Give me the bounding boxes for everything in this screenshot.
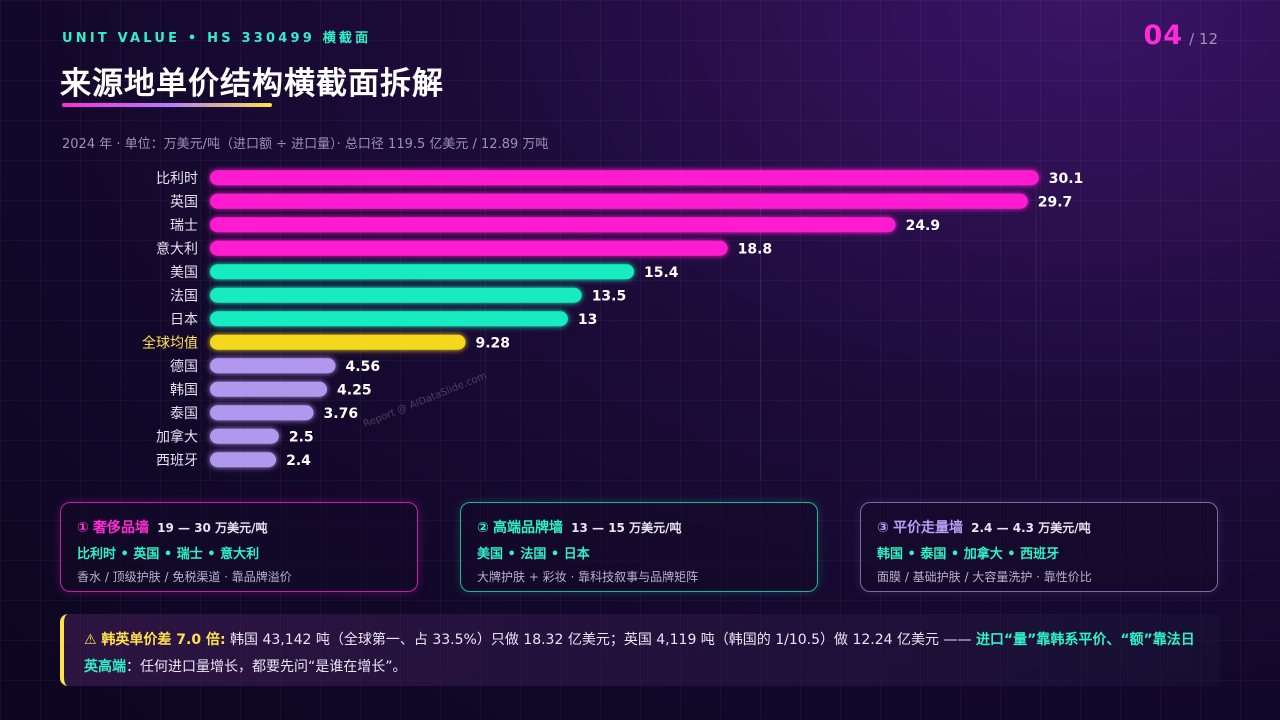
value-label: 4.56 bbox=[346, 359, 381, 375]
card-number: ② bbox=[477, 520, 489, 536]
category-label: 美国 bbox=[170, 265, 198, 281]
card-range: 13 — 15 万美元/吨 bbox=[571, 521, 682, 535]
category-label: 加拿大 bbox=[156, 428, 198, 445]
page-indicator: 04 / 12 bbox=[1144, 20, 1219, 51]
title-underline bbox=[62, 103, 272, 107]
value-label: 15.4 bbox=[644, 265, 679, 281]
value-label: 9.28 bbox=[476, 335, 511, 351]
bar bbox=[210, 217, 896, 233]
bar bbox=[210, 405, 314, 421]
value-label: 3.76 bbox=[324, 406, 359, 422]
bar bbox=[210, 452, 277, 468]
card-countries: 韩国 • 泰国 • 加拿大 • 西班牙 bbox=[877, 547, 1060, 562]
insight-tail: ：任何进口量增长，都要先问“是谁在增长”。 bbox=[126, 659, 407, 675]
chart-bars: 比利时 30.1 英国 29.7 瑞士 24.9 意大利 18.8 美国 15.4 法国 13.5 日本… bbox=[142, 170, 1083, 469]
value-label: 18.8 bbox=[738, 241, 773, 257]
category-label: 瑞士 bbox=[170, 218, 198, 234]
bar bbox=[210, 287, 582, 303]
value-label: 2.4 bbox=[286, 453, 311, 469]
value-label: 30.1 bbox=[1049, 171, 1084, 187]
bar bbox=[210, 170, 1039, 186]
card-header: ② 高端品牌墙 13 — 15 万美元/吨 bbox=[477, 517, 801, 537]
card-countries: 美国 • 法国 • 日本 bbox=[477, 547, 590, 562]
bar bbox=[210, 193, 1028, 209]
insight-highlight: 进口“量”靠韩系平价、“额”靠法日英高端 bbox=[84, 632, 1195, 675]
bar bbox=[210, 264, 635, 280]
value-label: 13 bbox=[578, 312, 597, 328]
unit-price-bar-chart: 比利时 30.1 英国 29.7 瑞士 24.9 意大利 18.8 美国 15.4 法国 13.5 日本… bbox=[142, 170, 1083, 469]
card-title: 平价走量墙 bbox=[893, 520, 963, 536]
insight-callout: ⚠ 韩英单价差 7.0 倍: 韩国 43,142 吨（全球第一、占 33.5%）… bbox=[60, 614, 1220, 686]
bar bbox=[210, 428, 279, 444]
category-label: 全球均值 bbox=[142, 334, 198, 351]
category-label: 意大利 bbox=[156, 240, 198, 257]
card-number: ③ bbox=[877, 520, 889, 536]
card-header: ① 奢侈品墙 19 — 30 万美元/吨 bbox=[77, 517, 401, 537]
category-label: 比利时 bbox=[156, 171, 198, 187]
bar bbox=[210, 334, 466, 350]
card-countries: 比利时 • 英国 • 瑞士 • 意大利 bbox=[77, 547, 260, 562]
page-title: 来源地单价结构横截面拆解 bbox=[60, 66, 444, 102]
card-title: 奢侈品墙 bbox=[93, 520, 149, 536]
insight-lead: ⚠ 韩英单价差 7.0 倍: bbox=[84, 632, 226, 648]
card-description: 香水 / 顶级护肤 / 免税渠道 · 靠品牌溢价 bbox=[77, 570, 292, 584]
value-label: 2.5 bbox=[289, 429, 314, 445]
page-total: / 12 bbox=[1189, 30, 1218, 48]
insight-body: 韩国 43,142 吨（全球第一、占 33.5%）只做 18.32 亿美元；英国… bbox=[225, 632, 976, 648]
segment-card-premium: ② 高端品牌墙 13 — 15 万美元/吨 美国 • 法国 • 日本 大牌护肤 … bbox=[460, 502, 818, 592]
category-label: 法国 bbox=[170, 288, 198, 304]
category-label: 西班牙 bbox=[156, 453, 198, 469]
category-label: 泰国 bbox=[170, 406, 198, 422]
segment-card-luxury: ① 奢侈品墙 19 — 30 万美元/吨 比利时 • 英国 • 瑞士 • 意大利… bbox=[60, 502, 418, 592]
bar bbox=[210, 240, 728, 256]
card-header: ③ 平价走量墙 2.4 — 4.3 万美元/吨 bbox=[877, 517, 1201, 537]
bar bbox=[210, 311, 568, 327]
card-range: 19 — 30 万美元/吨 bbox=[157, 521, 268, 535]
category-label: 韩国 bbox=[170, 382, 198, 398]
category-label: 德国 bbox=[170, 359, 198, 375]
card-description: 面膜 / 基础护肤 / 大容量洗护 · 靠性价比 bbox=[877, 570, 1092, 584]
value-label: 4.25 bbox=[337, 382, 372, 398]
bar bbox=[210, 381, 328, 397]
segment-card-value: ③ 平价走量墙 2.4 — 4.3 万美元/吨 韩国 • 泰国 • 加拿大 • … bbox=[860, 502, 1218, 592]
category-label: 日本 bbox=[170, 312, 198, 328]
card-title: 高端品牌墙 bbox=[493, 520, 563, 536]
card-number: ① bbox=[77, 520, 89, 536]
chart-subtitle: 2024 年 · 单位：万美元/吨（进口额 ÷ 进口量）· 总口径 119.5 … bbox=[62, 137, 549, 152]
section-kicker: UNIT VALUE • HS 330499 横截面 bbox=[62, 31, 372, 46]
category-label: 英国 bbox=[170, 193, 198, 210]
value-label: 24.9 bbox=[906, 218, 941, 234]
card-description: 大牌护肤 + 彩妆 · 靠科技叙事与品牌矩阵 bbox=[477, 570, 699, 584]
page-current: 04 bbox=[1143, 20, 1184, 51]
bar bbox=[210, 358, 336, 374]
value-label: 13.5 bbox=[592, 288, 627, 304]
value-label: 29.7 bbox=[1038, 194, 1073, 210]
card-range: 2.4 — 4.3 万美元/吨 bbox=[971, 521, 1091, 535]
